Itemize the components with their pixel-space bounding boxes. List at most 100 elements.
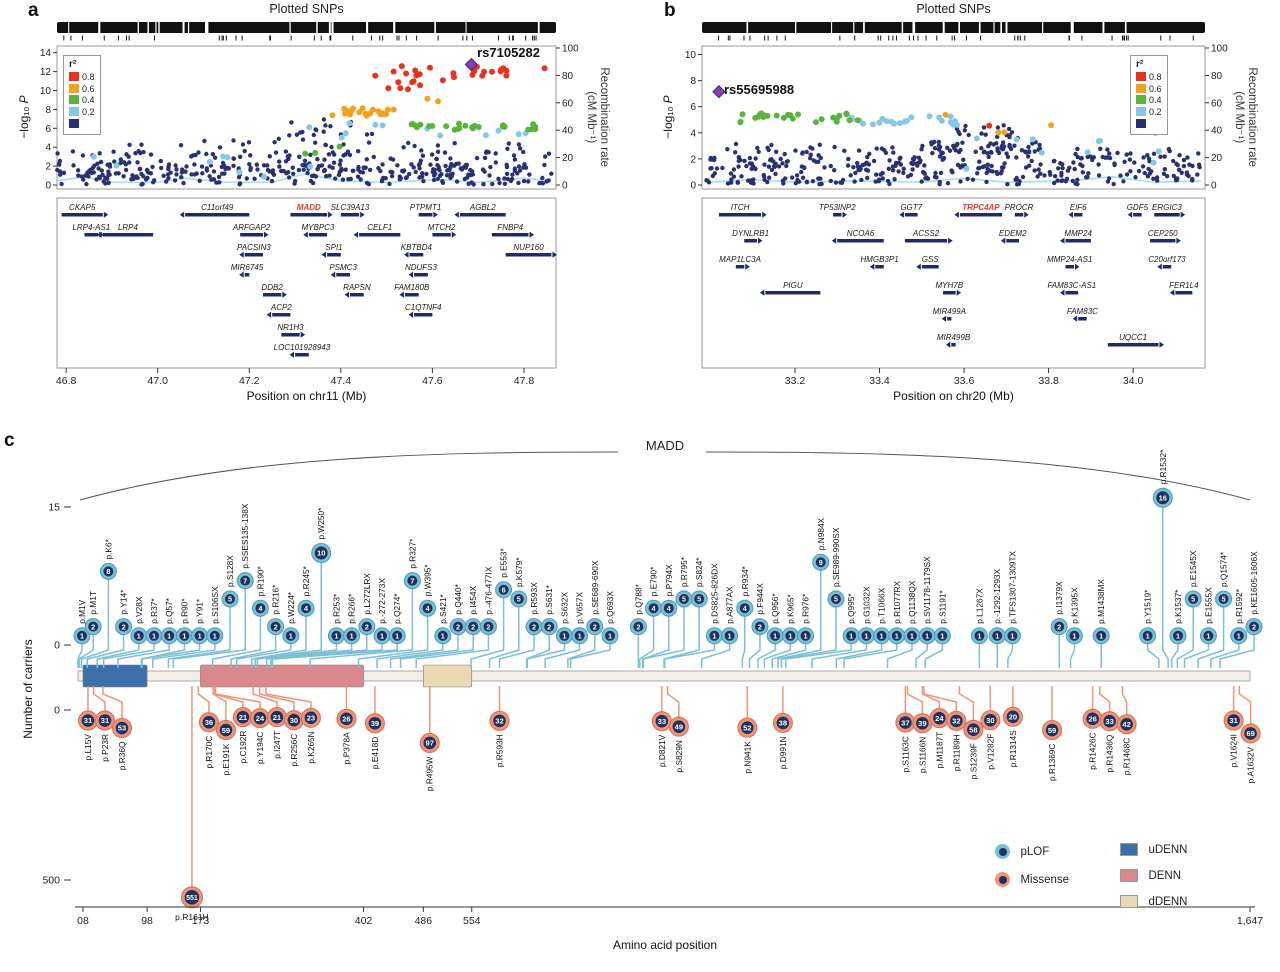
missense-circle-core (1103, 714, 1116, 728)
snp-point (231, 163, 236, 168)
snp-point (192, 172, 197, 177)
r2-legend-row: 0.4 (69, 95, 95, 107)
r2-color-swatch (1136, 83, 1146, 93)
snp-point (1075, 177, 1080, 182)
snp-point (337, 162, 343, 167)
snp-point (398, 63, 405, 70)
snp-point (158, 158, 163, 164)
snp-point (843, 111, 850, 118)
snp-point (468, 167, 473, 173)
missense-circle-core (1120, 717, 1133, 731)
panel-a-ylabel-italic: P (17, 95, 31, 104)
snp-point (364, 132, 370, 137)
snp-point (887, 158, 892, 163)
snp-point (1171, 173, 1177, 179)
snp-point (960, 140, 965, 145)
snp-point (59, 181, 64, 187)
snp-point (329, 144, 334, 150)
snp-point (331, 160, 337, 165)
gene-label: MIR499A (933, 307, 966, 316)
plof-count: 1 (198, 632, 202, 641)
snp-point (508, 178, 514, 184)
plof-circle-core (361, 621, 372, 632)
snp-point (512, 157, 518, 162)
snp-point (794, 173, 800, 178)
snp-point (174, 167, 179, 172)
snp-point (323, 142, 328, 147)
snp-point (159, 165, 164, 171)
gene-label: CELF1 (367, 223, 392, 232)
missense-variant-label: p.A1632V (1246, 747, 1256, 784)
gene-label: MYH7B (935, 281, 963, 290)
snp-point (409, 79, 416, 86)
gene-label: C20orf173 (1148, 255, 1186, 264)
snp-point (930, 150, 935, 156)
gene-label: RAPSN (343, 283, 371, 292)
plof-stem (569, 643, 611, 668)
gene-strand-arrow (303, 231, 308, 238)
domain-legend: uDENN DENN dDENN (1120, 841, 1187, 921)
snp-point (1132, 160, 1137, 165)
plof-circle-core (992, 630, 1003, 641)
missense-stem (666, 686, 680, 718)
snp-point (516, 142, 522, 147)
snp-point (766, 164, 772, 169)
plof-count: 9 (819, 558, 823, 567)
snp-point (342, 130, 349, 137)
gene-label: CKAP5 (69, 203, 96, 212)
plof-circle-core (937, 630, 948, 641)
snp-point (346, 177, 351, 182)
snp-point (916, 155, 921, 160)
plof-variant-label: p.W250* (316, 507, 326, 540)
plof-stem (167, 607, 231, 668)
gene-body (272, 313, 291, 317)
snp-point (752, 166, 758, 171)
snp-point (80, 153, 86, 158)
gene-label: AGBL2 (469, 203, 496, 212)
plof-count: 1 (167, 632, 171, 641)
missense-variant-label: p.P378A (341, 732, 351, 764)
r2-legend-row: 0.8 (69, 72, 95, 84)
snp-point (1012, 143, 1017, 148)
snp-point (965, 176, 970, 182)
snp-point (265, 167, 271, 173)
plof-count: 1 (1237, 632, 1241, 641)
snp-point (405, 86, 411, 93)
snp-point (340, 177, 346, 182)
plof-variant-label: p.V657X (575, 592, 585, 624)
snp-point (287, 133, 292, 138)
plof-circle-core (422, 603, 433, 614)
plof-stem (639, 616, 655, 668)
snp-point (416, 71, 423, 78)
snp-point (431, 177, 437, 183)
plof-variant-label: p.V28X (134, 596, 144, 624)
snp-point (800, 150, 805, 155)
missense-count: 31 (84, 716, 93, 725)
snp-point (736, 164, 741, 169)
gene-body (84, 233, 99, 237)
gene-body (904, 239, 948, 243)
r2-color-swatch (1136, 95, 1146, 105)
plof-stem (77, 643, 83, 668)
missense-count: 59 (222, 726, 230, 735)
snp-point (975, 171, 980, 176)
snp-point (456, 120, 462, 127)
plof-count: 2 (758, 622, 762, 631)
snp-point (1179, 170, 1184, 175)
plof-count: 5 (1191, 595, 1195, 604)
snp-point (487, 173, 492, 178)
snp-point (140, 181, 145, 187)
snp-point (756, 149, 761, 154)
plof-circle-core (285, 630, 296, 641)
snp-point (211, 177, 217, 182)
plof-stem (763, 643, 792, 668)
snp-point (248, 165, 253, 171)
snp-point (1155, 178, 1160, 183)
snp-point (139, 171, 144, 177)
snp-point (355, 174, 361, 179)
snp-point (870, 121, 876, 128)
snp-point (867, 151, 872, 156)
plof-stem (785, 643, 852, 668)
snp-point (207, 174, 212, 179)
plof-variant-label: p.Q693X (605, 591, 615, 624)
